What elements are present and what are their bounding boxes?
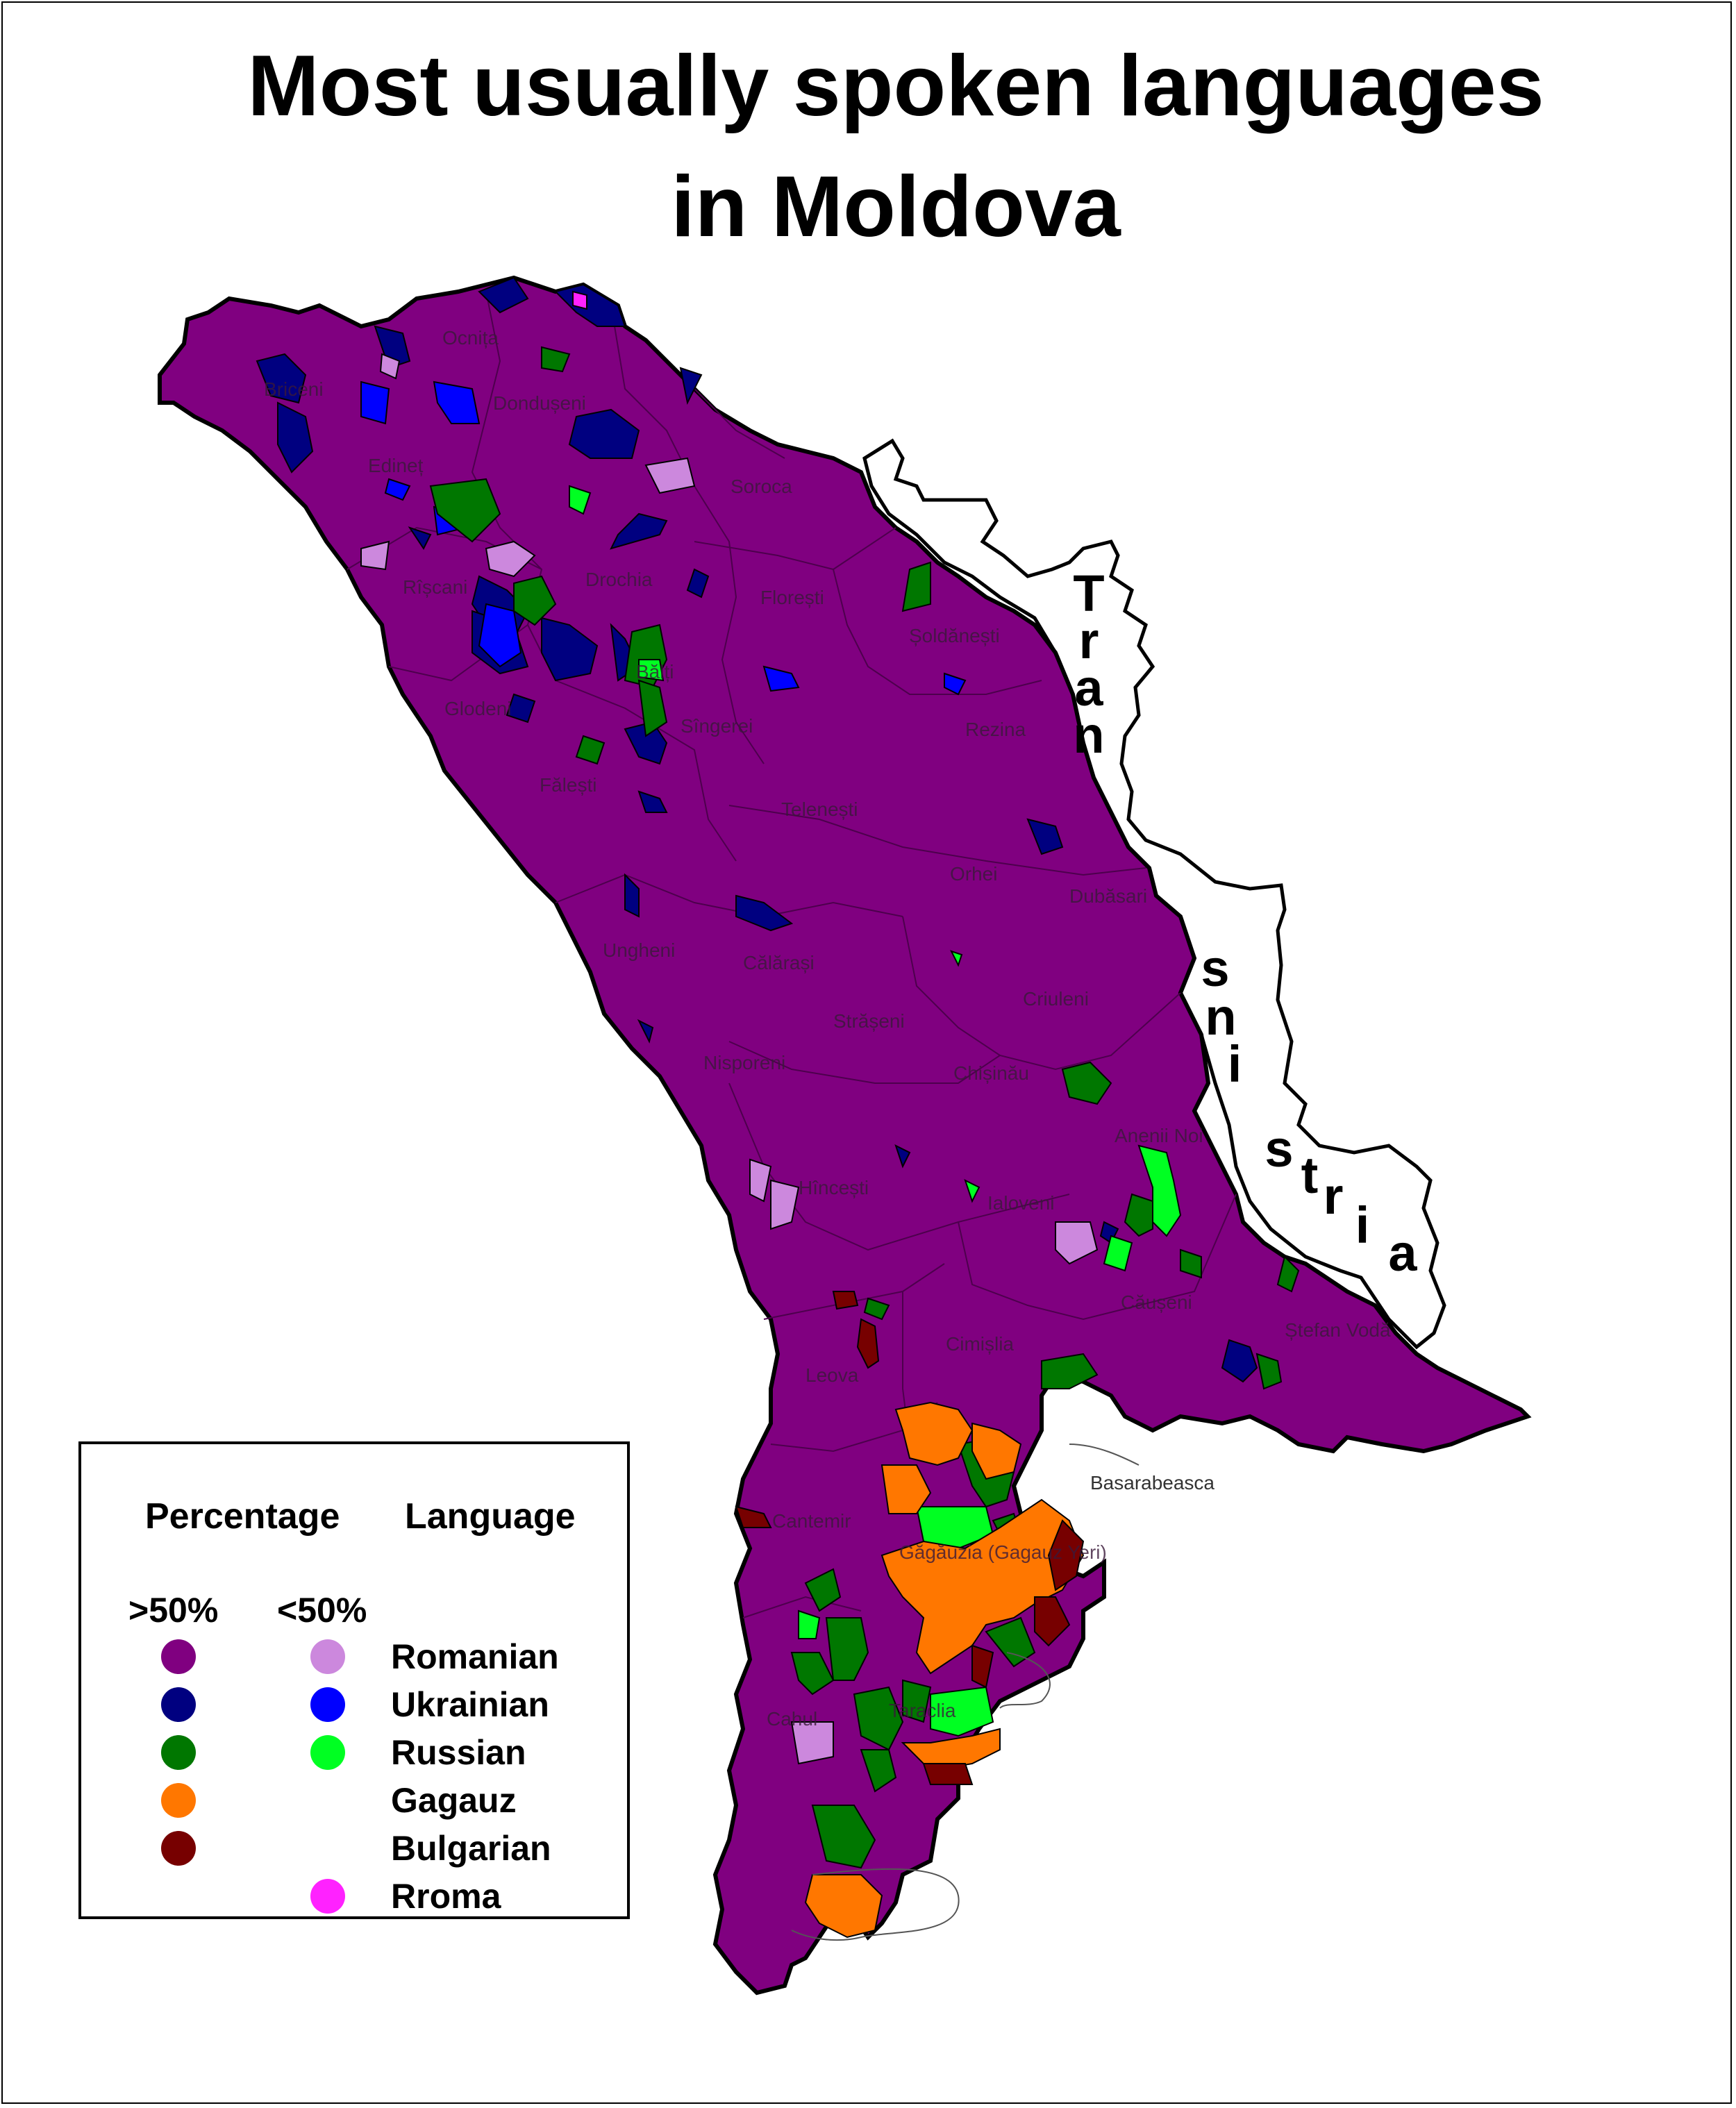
district-label: Taraclia	[889, 1700, 956, 1721]
district-label: Ungheni	[603, 939, 675, 961]
district-label: Călărași	[743, 952, 815, 973]
moldova-territory	[158, 275, 1532, 1996]
district-label: Cimișlia	[946, 1333, 1014, 1355]
transnistria-letter: i	[1228, 1035, 1242, 1093]
district-label: Ialoveni	[987, 1192, 1055, 1214]
legend-language-label: Rroma	[391, 1877, 501, 1916]
legend-header-language: Language	[405, 1496, 576, 1537]
district-label: Cantemir	[772, 1510, 851, 1532]
district-label: Nisporeni	[703, 1052, 785, 1073]
legend-swatch-minority	[310, 1879, 345, 1914]
map-title-line1: Most usually spoken languages	[247, 38, 1544, 134]
bulgarian-areas	[735, 1291, 1085, 1785]
legend-swatch-majority	[161, 1735, 196, 1770]
district-label: Basarabeasca	[1090, 1472, 1215, 1494]
district-label: Edineț	[368, 455, 424, 476]
district-label: Telenești	[781, 798, 858, 820]
district-label: Ștefan Vodă	[1285, 1319, 1391, 1341]
district-label: Briceni	[264, 378, 324, 400]
rroma-area	[572, 290, 587, 310]
russian-minority-areas	[569, 485, 1182, 1737]
district-label: Rezina	[965, 719, 1026, 740]
district-label: Criuleni	[1023, 988, 1089, 1010]
district-label: Ocnița	[442, 327, 499, 349]
transnistria-letter: s	[1265, 1120, 1293, 1178]
district-label: Anenii Noi	[1115, 1125, 1203, 1146]
romanian-minority-areas	[360, 353, 1099, 1765]
transnistria-letter: t	[1301, 1146, 1319, 1204]
legend-language-label: Ukrainian	[391, 1685, 549, 1724]
transnistria-letter: r	[1324, 1167, 1344, 1225]
district-label: Rîșcani	[403, 576, 467, 598]
district-label: Leova	[806, 1364, 859, 1386]
legend-col-majority: >50%	[128, 1591, 219, 1630]
legend-swatch-majority	[161, 1639, 196, 1674]
district-label: Găgăuzia (Gagauz Yeri)	[899, 1541, 1107, 1563]
district-label: Chișinău	[953, 1062, 1029, 1084]
district-label: Bălți	[636, 661, 674, 683]
legend-language-label: Romanian	[391, 1637, 559, 1676]
transnistria-letter: a	[1074, 659, 1103, 717]
legend-language-label: Russian	[391, 1733, 526, 1772]
legend-swatch-majority	[161, 1687, 196, 1722]
district-label: Orhei	[950, 863, 997, 885]
district-labels: Briceni Ocnița Dondușeni Edineț Soroca R…	[264, 327, 1391, 1730]
transnistria-letter: n	[1073, 706, 1104, 764]
legend-swatch-majority	[161, 1831, 196, 1866]
district-label: Căușeni	[1121, 1291, 1192, 1313]
district-label: Florești	[760, 587, 824, 608]
transnistria-letter: s	[1201, 939, 1229, 997]
district-label: Șoldănești	[909, 625, 1000, 646]
transnistria-letter: a	[1388, 1224, 1417, 1282]
district-label: Strășeni	[833, 1010, 905, 1032]
legend-swatch-minority	[310, 1735, 345, 1770]
transnistria-letter: i	[1355, 1196, 1370, 1254]
legend: Percentage Language >50% <50% Romanian Uk…	[78, 1441, 630, 1919]
district-label: Dondușeni	[493, 392, 586, 414]
legend-header-percentage: Percentage	[145, 1496, 340, 1537]
district-label: Sîngerei	[681, 715, 753, 737]
transnistria-letter: n	[1205, 988, 1236, 1046]
district-label: Glodeni	[444, 698, 512, 719]
outline-contours	[791, 1444, 1140, 1941]
legend-language-label: Gagauz	[391, 1781, 517, 1820]
district-label: Hîncești	[799, 1177, 869, 1198]
district-label: Cahul	[767, 1708, 817, 1730]
legend-swatch-minority	[310, 1639, 345, 1674]
district-label: Dubăsari	[1069, 885, 1147, 907]
transnistria-letter: r	[1079, 612, 1099, 669]
transnistria-letter: T	[1073, 564, 1104, 622]
district-label: Fălești	[540, 774, 596, 796]
legend-swatch-minority	[310, 1687, 345, 1722]
gagauz-areas	[804, 1401, 1085, 1939]
district-label: Soroca	[731, 476, 792, 497]
legend-swatch-majority	[161, 1783, 196, 1818]
legend-col-minority: <50%	[277, 1591, 367, 1630]
district-label: Drochia	[585, 569, 653, 590]
ukrainian-minority-areas	[360, 380, 967, 696]
legend-language-label: Bulgarian	[391, 1829, 551, 1868]
map-title-line2: in Moldova	[671, 159, 1121, 255]
